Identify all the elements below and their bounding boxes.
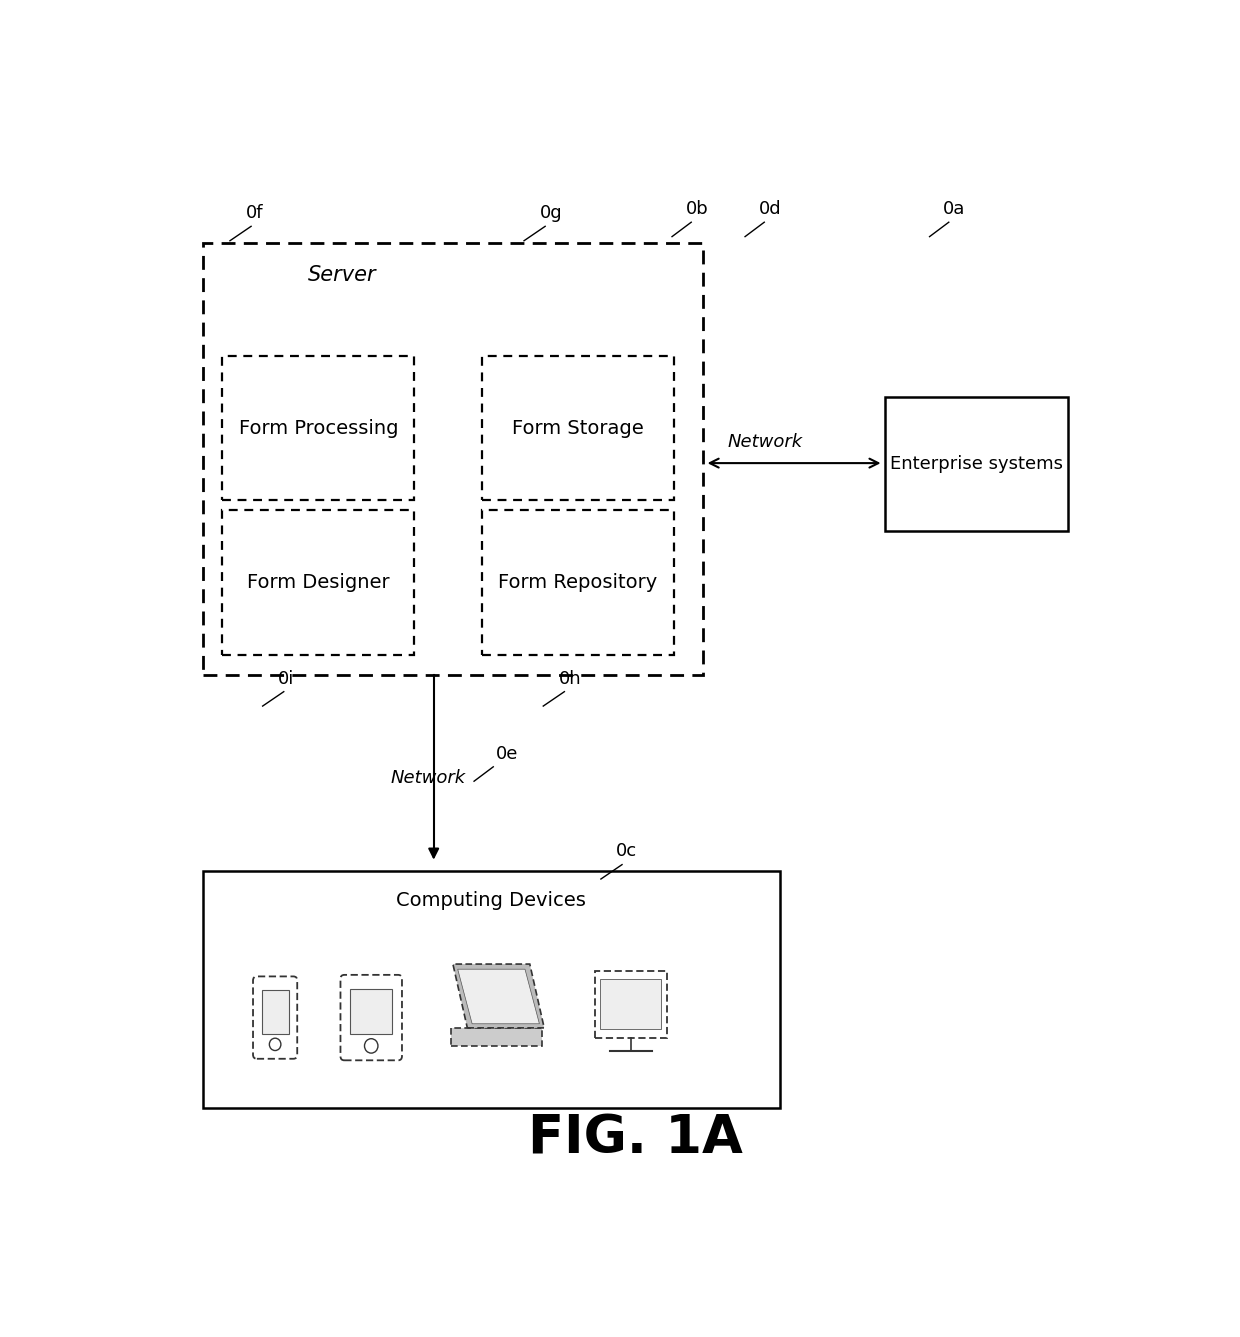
Text: FIG. 1A: FIG. 1A	[528, 1112, 743, 1165]
Text: Enterprise systems: Enterprise systems	[890, 455, 1063, 473]
Text: 0d: 0d	[759, 201, 781, 218]
FancyBboxPatch shape	[450, 1028, 542, 1047]
Text: Form Processing: Form Processing	[238, 418, 398, 437]
Bar	[595, 971, 667, 1038]
Text: Form Designer: Form Designer	[247, 574, 389, 592]
Bar	[600, 979, 661, 1029]
Text: Network: Network	[728, 433, 802, 451]
Bar	[350, 989, 392, 1034]
Text: Computing Devices: Computing Devices	[397, 892, 587, 910]
Bar	[222, 356, 414, 500]
Text: 0e: 0e	[496, 745, 518, 762]
Text: 0b: 0b	[686, 201, 708, 218]
Text: 0c: 0c	[616, 842, 637, 861]
FancyBboxPatch shape	[341, 975, 402, 1060]
Bar	[222, 511, 414, 655]
Text: Server: Server	[308, 266, 377, 285]
Text: 0i: 0i	[278, 670, 294, 687]
Polygon shape	[453, 964, 544, 1028]
Polygon shape	[458, 969, 539, 1024]
Bar	[262, 989, 289, 1034]
Bar	[203, 243, 703, 675]
Bar	[203, 870, 780, 1107]
Text: 0f: 0f	[247, 205, 264, 222]
Circle shape	[365, 1039, 378, 1054]
Text: Form Repository: Form Repository	[498, 574, 657, 592]
Text: Network: Network	[391, 769, 465, 787]
Bar	[481, 511, 675, 655]
Bar	[481, 356, 675, 500]
Bar	[885, 397, 1068, 531]
Circle shape	[269, 1039, 281, 1051]
Text: 0a: 0a	[942, 201, 966, 218]
Text: Form Storage: Form Storage	[512, 418, 644, 437]
Text: 0h: 0h	[558, 670, 582, 687]
FancyBboxPatch shape	[253, 976, 298, 1059]
Text: 0g: 0g	[539, 205, 562, 222]
